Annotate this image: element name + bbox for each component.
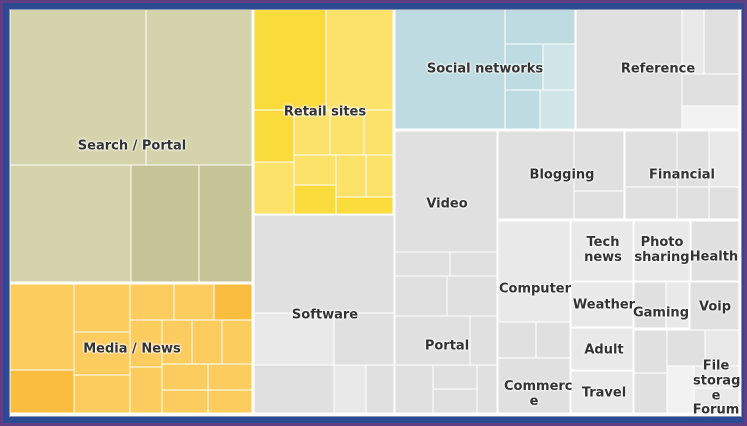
treemap-cell-portal-0[interactable]: [394, 275, 448, 317]
treemap-cell-blogging-1[interactable]: [573, 130, 625, 192]
treemap-cell-file-storage-4[interactable]: [666, 365, 695, 414]
treemap-cell-video-0[interactable]: [394, 130, 498, 253]
treemap-cell-media-news-5[interactable]: [10, 369, 75, 414]
treemap-cell-photo-sharing-0[interactable]: [633, 220, 691, 282]
treemap-cell-media-news-12[interactable]: [129, 366, 163, 414]
treemap-cell-retail-sites-2[interactable]: [253, 109, 295, 163]
treemap-cell-file-storage-2[interactable]: [704, 329, 740, 367]
treemap-cell-media-news-0[interactable]: [10, 283, 75, 371]
treemap-cell-retail-sites-6[interactable]: [253, 161, 295, 215]
treemap-cell-portal-4[interactable]: [394, 364, 434, 414]
treemap-cell-reference-4[interactable]: [681, 105, 740, 130]
treemap-cell-portal-7[interactable]: [432, 388, 478, 414]
treemap-cell-file-storage-5[interactable]: [693, 365, 740, 389]
treemap-cell-gaming-0[interactable]: [633, 281, 667, 329]
treemap-cell-reference-2[interactable]: [703, 10, 740, 75]
treemap-cell-financial-5[interactable]: [708, 186, 740, 220]
treemap-cell-social-networks-0[interactable]: [394, 10, 506, 130]
treemap-cell-portal-1[interactable]: [446, 275, 498, 317]
treemap-cell-media-news-7[interactable]: [129, 319, 163, 368]
treemap-cell-video-2[interactable]: [449, 251, 498, 277]
treemap-cell-media-news-11[interactable]: [73, 374, 131, 414]
treemap-cell-search-portal-4[interactable]: [198, 164, 253, 283]
treemap-cell-portal-2[interactable]: [394, 315, 471, 366]
treemap-cell-media-news-6[interactable]: [73, 331, 131, 376]
treemap-cell-financial-1[interactable]: [676, 130, 710, 188]
treemap-cell-financial-4[interactable]: [676, 186, 710, 220]
treemap-cell-media-news-16[interactable]: [207, 389, 253, 414]
treemap-cell-computer-0[interactable]: [497, 220, 571, 323]
treemap-cell-gaming-1[interactable]: [665, 281, 690, 329]
treemap-cell-media-news-1[interactable]: [73, 283, 131, 333]
treemap-canvas: [10, 10, 740, 414]
treemap-cell-media-news-8[interactable]: [161, 319, 193, 365]
treemap-cell-travel-0[interactable]: [570, 370, 634, 414]
chart-frame: Search / Portal Retail sites Media / News S…: [3, 3, 744, 423]
treemap-cell-health-0[interactable]: [690, 220, 740, 282]
treemap-cell-retail-sites-10[interactable]: [293, 184, 337, 215]
treemap-cell-financial-3[interactable]: [624, 186, 678, 220]
treemap-cell-software-4[interactable]: [333, 364, 367, 414]
treemap-cell-retail-sites-3[interactable]: [293, 109, 331, 156]
treemap-cell-reference-3[interactable]: [681, 73, 740, 107]
treemap-cell-tech-news-0[interactable]: [570, 220, 634, 282]
treemap-cell-file-storage-1[interactable]: [666, 329, 706, 367]
treemap-cell-retail-sites-8[interactable]: [335, 154, 367, 198]
treemap-cell-adult-0[interactable]: [570, 327, 634, 371]
treemap-cell-blogging-0[interactable]: [497, 130, 575, 220]
treemap-cell-software-0[interactable]: [253, 214, 395, 314]
treemap-cell-retail-sites-7[interactable]: [293, 154, 337, 186]
treemap-cell-software-1[interactable]: [253, 312, 335, 366]
treemap-cell-retail-sites-11[interactable]: [335, 196, 394, 215]
treemap-cell-software-5[interactable]: [365, 364, 395, 414]
treemap-cell-financial-2[interactable]: [708, 130, 740, 188]
treemap-cell-blogging-2[interactable]: [573, 190, 625, 220]
treemap-cell-computer-1[interactable]: [497, 321, 537, 359]
treemap-cell-media-news-3[interactable]: [173, 283, 215, 321]
treemap-cell-media-news-4[interactable]: [213, 283, 253, 321]
treemap-cell-media-news-9[interactable]: [191, 319, 223, 365]
treemap-cell-search-portal-1[interactable]: [145, 10, 253, 166]
treemap-cell-computer-2[interactable]: [535, 321, 571, 359]
treemap-cell-media-news-14[interactable]: [207, 363, 253, 391]
treemap-cell-portal-6[interactable]: [476, 364, 498, 414]
treemap-cell-portal-3[interactable]: [469, 315, 498, 366]
treemap-cell-search-portal-3[interactable]: [130, 164, 200, 283]
treemap-cell-media-news-2[interactable]: [129, 283, 175, 321]
treemap-cell-software-2[interactable]: [333, 312, 395, 366]
treemap-cell-video-1[interactable]: [394, 251, 451, 277]
treemap-cell-social-networks-3[interactable]: [542, 43, 576, 91]
treemap-cell-retail-sites-0[interactable]: [253, 10, 327, 111]
treemap-cell-commerce-0[interactable]: [497, 357, 571, 414]
treemap-cell-reference-0[interactable]: [575, 10, 683, 130]
treemap-cell-media-news-10[interactable]: [221, 319, 253, 365]
treemap-cell-retail-sites-5[interactable]: [363, 109, 394, 156]
treemap-cell-social-networks-1[interactable]: [504, 10, 576, 45]
treemap-cell-weather-0[interactable]: [570, 281, 634, 328]
treemap-cell-search-portal-0[interactable]: [10, 10, 147, 166]
treemap-cell-reference-1[interactable]: [681, 10, 705, 75]
treemap-cell-portal-5[interactable]: [432, 364, 478, 390]
treemap-cell-retail-sites-4[interactable]: [329, 109, 365, 156]
treemap-cell-social-networks-4[interactable]: [504, 89, 541, 130]
treemap-cell-forum-0[interactable]: [693, 387, 740, 414]
treemap-cell-file-storage-0[interactable]: [633, 329, 668, 374]
treemap-cell-media-news-13[interactable]: [161, 363, 209, 391]
treemap-cell-retail-sites-1[interactable]: [325, 10, 394, 111]
treemap-cell-software-3[interactable]: [253, 364, 335, 414]
treemap-cell-social-networks-2[interactable]: [504, 43, 544, 91]
treemap-cell-retail-sites-9[interactable]: [365, 154, 394, 198]
treemap-cell-social-networks-5[interactable]: [539, 89, 576, 130]
treemap-cell-voip-0[interactable]: [689, 281, 740, 332]
treemap-plot-area: Search / Portal Retail sites Media / News S…: [9, 9, 742, 418]
treemap-cell-file-storage-3[interactable]: [633, 372, 668, 414]
treemap-cell-search-portal-2[interactable]: [10, 164, 132, 283]
treemap-cell-financial-0[interactable]: [624, 130, 678, 188]
treemap-cell-media-news-15[interactable]: [161, 389, 209, 414]
